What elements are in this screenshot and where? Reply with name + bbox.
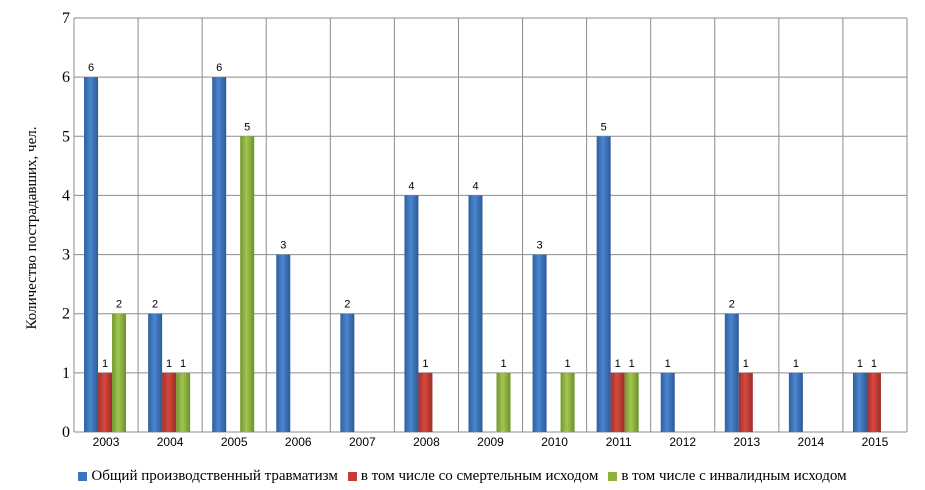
y-tick-7: 7 (62, 10, 70, 27)
x-tick-2008: 2008 (413, 435, 440, 449)
data-label-s2-2009: 1 (500, 358, 506, 370)
bar-s0-2003 (84, 77, 99, 433)
data-label-s0-2007: 2 (344, 299, 350, 311)
legend-swatch-fatal (347, 472, 357, 481)
bar-s0-2010 (532, 254, 547, 432)
x-tick-2006: 2006 (285, 435, 312, 449)
bar-s0-2009 (468, 195, 483, 432)
bar-s0-2014 (788, 372, 803, 432)
bar-s0-2013 (724, 313, 739, 432)
x-tick-2005: 2005 (221, 435, 248, 449)
bar-s2-2005 (240, 136, 255, 433)
x-axis-ticks: 2003 2004 2005 2006 2007 2008 2009 2010 2011 2012… (93, 435, 889, 449)
x-tick-2013: 2013 (733, 435, 760, 449)
legend-item-disability: в том числе с инвалидным исходом (608, 468, 847, 485)
x-tick-2003: 2003 (93, 435, 120, 449)
legend-item-fatal: в том числе со смертельным исходом (347, 468, 599, 485)
data-label-s1-2008: 1 (422, 358, 428, 370)
data-label-s0-2003: 6 (88, 62, 94, 74)
x-tick-2011: 2011 (606, 435, 632, 449)
bar-s0-2004 (148, 313, 163, 432)
y-tick-1: 1 (62, 365, 70, 382)
bar-s0-2007 (340, 313, 355, 432)
data-label-s0-2004: 2 (152, 299, 158, 311)
bar-s2-2004 (176, 372, 191, 432)
bar-s0-2012 (660, 372, 675, 432)
data-label-s1-2004: 1 (166, 358, 172, 370)
data-label-s0-2015: 1 (857, 358, 863, 370)
x-tick-2009: 2009 (477, 435, 504, 449)
data-label-s0-2005: 6 (216, 62, 222, 74)
legend-item-total: Общий производственный травматизм (78, 468, 338, 485)
data-label-s0-2014: 1 (793, 358, 799, 370)
legend: Общий производственный травматизм в том … (0, 468, 925, 485)
data-label-s2-2011: 1 (629, 358, 635, 370)
bar-s2-2009 (496, 372, 511, 432)
bar-s0-2011 (596, 136, 611, 433)
data-label-s0-2006: 3 (280, 240, 286, 252)
legend-label-disability: в том числе с инвалидным исходом (621, 468, 847, 484)
bar-s1-2008 (418, 372, 433, 432)
x-tick-2015: 2015 (862, 435, 889, 449)
bar-s2-2010 (560, 372, 575, 432)
bar-s0-2008 (404, 195, 419, 432)
y-axis-ticks: 0 1 2 3 4 5 6 7 (62, 10, 70, 441)
x-tick-2010: 2010 (541, 435, 568, 449)
data-label-s0-2008: 4 (408, 180, 414, 192)
legend-swatch-disability (608, 472, 618, 481)
y-tick-4: 4 (62, 187, 70, 204)
legend-swatch-total (78, 472, 88, 481)
data-label-s2-2003: 2 (116, 299, 122, 311)
x-tick-2007: 2007 (349, 435, 376, 449)
data-label-s1-2013: 1 (743, 358, 749, 370)
bar-s1-2011 (610, 372, 625, 432)
bar-s0-2006 (276, 254, 291, 432)
y-tick-3: 3 (62, 247, 70, 264)
data-label-s2-2004: 1 (180, 358, 186, 370)
bar-s1-2003 (98, 372, 113, 432)
grid-lines (73, 17, 908, 433)
y-tick-6: 6 (62, 69, 70, 86)
x-tick-2012: 2012 (669, 435, 696, 449)
data-label-s2-2005: 5 (244, 121, 250, 133)
data-label-s0-2009: 4 (472, 180, 478, 192)
data-label-s1-2015: 1 (871, 358, 877, 370)
y-axis-label: Количество пострадавших, чел. (24, 127, 40, 330)
data-label-s0-2011: 5 (601, 121, 607, 133)
x-tick-2014: 2014 (798, 435, 825, 449)
y-tick-0: 0 (62, 424, 70, 441)
y-tick-2: 2 (62, 306, 70, 323)
data-label-s0-2013: 2 (729, 299, 735, 311)
data-label-s1-2011: 1 (615, 358, 621, 370)
bar-s0-2015 (852, 372, 867, 432)
data-label-s1-2003: 1 (102, 358, 108, 370)
bar-s0-2005 (212, 77, 227, 433)
data-label-s0-2012: 1 (665, 358, 671, 370)
legend-label-fatal: в том числе со смертельным исходом (360, 468, 599, 484)
bar-s1-2013 (738, 372, 753, 432)
bar-s2-2011 (624, 372, 639, 432)
y-tick-5: 5 (62, 128, 70, 145)
x-tick-2004: 2004 (157, 435, 184, 449)
bar-s1-2004 (162, 372, 177, 432)
bar-s1-2015 (866, 372, 881, 432)
bars (84, 77, 881, 433)
data-label-s0-2010: 3 (537, 240, 543, 252)
legend-label-total: Общий производственный травматизм (91, 468, 338, 484)
data-label-s2-2010: 1 (565, 358, 571, 370)
bar-s2-2003 (112, 313, 127, 432)
